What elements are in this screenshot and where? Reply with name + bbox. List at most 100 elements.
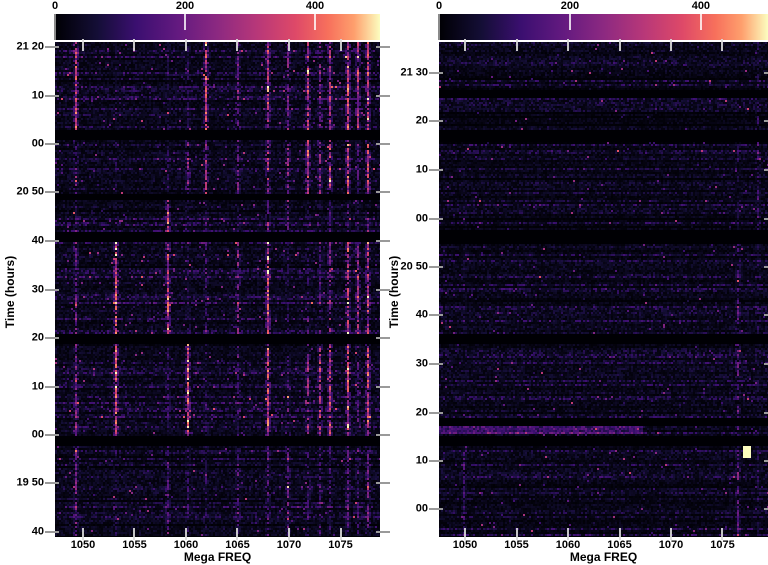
x-tick-top (567, 39, 569, 51)
y-tick-label: 10 (415, 454, 428, 467)
y-tick-label: 20 (415, 406, 428, 418)
spectrogram-right (439, 42, 768, 537)
y-tick-right (376, 143, 390, 146)
colorbar-right (439, 14, 768, 40)
y-tick-label: 20 50 (400, 260, 428, 273)
y-tick-label: 00 (31, 137, 44, 150)
colorbar-tick (314, 14, 316, 30)
y-tick-left (429, 265, 443, 268)
y-tick-right (376, 191, 390, 194)
y-tick-left (45, 191, 59, 194)
x-axis-label-right: Mega FREQ (569, 550, 638, 564)
y-tick-left (429, 411, 443, 414)
y-tick-label: 30 (415, 357, 428, 370)
y-tick-left (429, 217, 443, 220)
x-tick-label: 1050 (70, 539, 96, 551)
x-tick-top (288, 39, 290, 51)
y-tick-right (376, 337, 390, 339)
x-tick-label: 1070 (276, 539, 302, 551)
y-tick-right (376, 45, 390, 48)
y-tick-left (45, 433, 59, 436)
y-tick-left (45, 482, 59, 485)
y-tick-left (45, 239, 59, 242)
x-tick-label: 1075 (328, 539, 353, 551)
y-tick-label: 40 (31, 234, 44, 247)
colorbar-tick-label: 200 (175, 0, 195, 12)
y-tick-right (376, 239, 390, 242)
x-tick-bottom (721, 528, 724, 540)
y-tick-right (376, 433, 390, 436)
y-tick-right (764, 460, 768, 463)
x-tick-bottom (567, 528, 569, 540)
x-tick-label: 1070 (658, 539, 684, 551)
y-tick-label: 10 (31, 89, 44, 101)
y-tick-label: 10 (415, 163, 428, 176)
y-tick-left (429, 362, 443, 365)
colorbar-tick-label: 0 (435, 0, 443, 12)
y-tick-label: 00 (415, 212, 428, 225)
y-tick-label: 20 50 (16, 185, 44, 198)
y-tick-right (764, 265, 768, 268)
x-tick-bottom (618, 528, 621, 540)
y-tick-left (45, 45, 59, 48)
colorbar-tick-label: 0 (51, 0, 59, 12)
x-tick-label: 1050 (452, 539, 478, 551)
y-tick-right (376, 288, 390, 291)
y-tick-right (764, 71, 768, 74)
y-tick-label: 40 (31, 525, 44, 538)
y-tick-label: 00 (415, 502, 428, 515)
x-tick-top (185, 39, 187, 51)
x-tick-label: 1055 (504, 539, 529, 551)
x-tick-bottom (463, 528, 466, 540)
x-tick-top (339, 39, 342, 51)
y-tick-right (764, 508, 768, 511)
y-tick-label: 40 (415, 308, 428, 321)
colorbar-tick (54, 14, 56, 40)
y-tick-right (376, 385, 390, 388)
x-tick-label: 1055 (122, 539, 147, 551)
x-tick-label: 1065 (225, 539, 250, 551)
y-tick-left (45, 94, 59, 97)
y-tick-label: 30 (31, 283, 44, 295)
x-tick-label: 1065 (607, 539, 632, 551)
x-tick-top (670, 39, 672, 51)
y-tick-right (376, 94, 390, 97)
x-tick-bottom (670, 528, 672, 540)
colorbar-tick-label: 200 (560, 0, 580, 12)
colorbar-tick (438, 14, 440, 40)
y-tick-right (764, 411, 768, 414)
y-tick-left (45, 337, 59, 339)
y-tick-right (764, 362, 768, 365)
y-tick-left (429, 120, 443, 123)
y-tick-right (764, 217, 768, 220)
y-tick-right (764, 314, 768, 317)
x-axis-label-left: Mega FREQ (183, 550, 252, 564)
y-tick-right (376, 482, 390, 485)
y-tick-label: 10 (31, 380, 44, 393)
spectrogram-left (55, 42, 380, 537)
x-tick-top (515, 39, 518, 51)
y-tick-label: 21 30 (400, 66, 428, 79)
x-tick-bottom (236, 528, 239, 540)
x-tick-top (82, 39, 84, 51)
colorbar-tick (184, 14, 186, 30)
x-tick-top (721, 39, 724, 51)
y-tick-left (45, 143, 59, 146)
colorbar-tick-label: 400 (305, 0, 325, 12)
y-tick-left (429, 71, 443, 74)
y-tick-label: 21 20 (16, 40, 44, 53)
x-tick-top (236, 39, 239, 51)
y-tick-label: 20 (31, 331, 44, 344)
x-tick-bottom (133, 528, 136, 540)
y-tick-left (45, 531, 59, 533)
x-tick-bottom (82, 528, 84, 540)
y-tick-left (429, 508, 443, 511)
x-tick-top (463, 39, 466, 51)
y-tick-label: 19 50 (16, 476, 44, 489)
colorbar-tick-label: 400 (691, 0, 711, 12)
y-tick-left (429, 460, 443, 463)
x-tick-bottom (515, 528, 518, 540)
y-tick-left (45, 288, 59, 291)
colorbar-tick (568, 14, 571, 30)
